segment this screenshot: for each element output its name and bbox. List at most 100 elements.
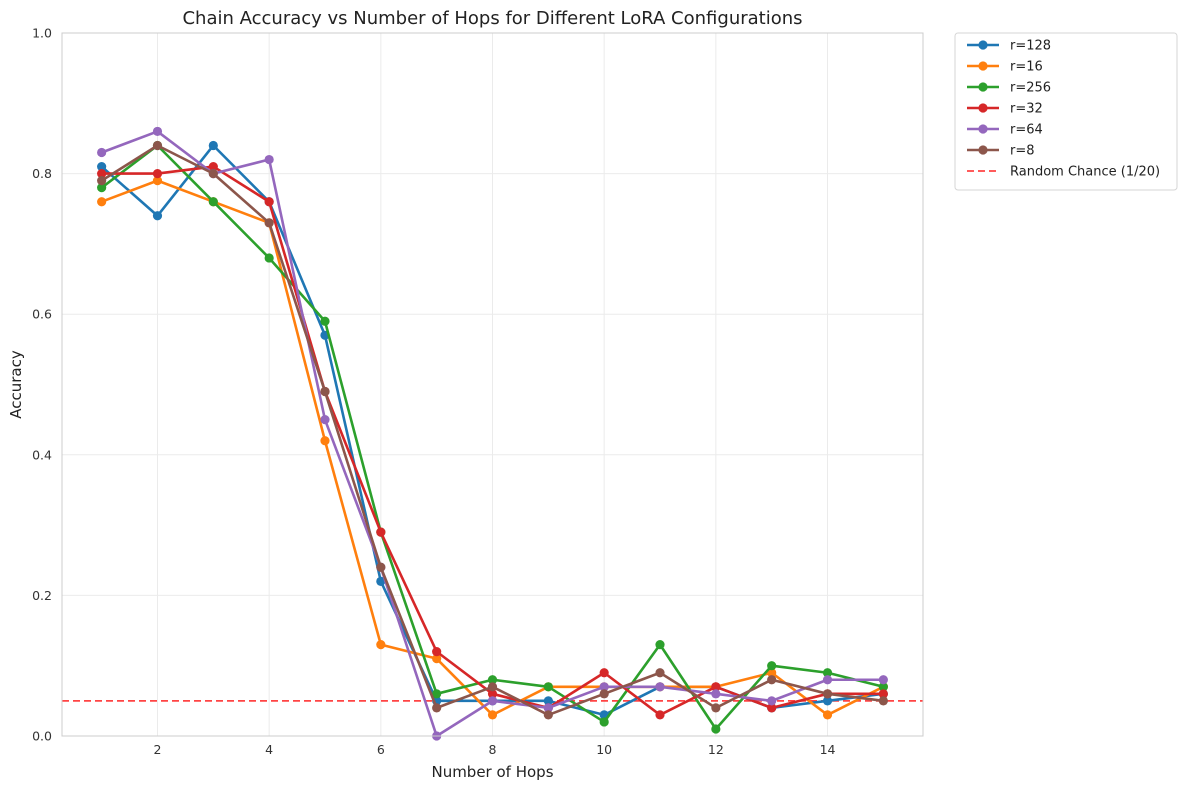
x-tick-label: 8 (489, 742, 497, 757)
data-point (320, 436, 330, 446)
data-point (264, 197, 274, 207)
x-tick-label: 14 (820, 742, 836, 757)
data-point (487, 696, 498, 706)
legend-item: r=64 (967, 123, 1043, 138)
data-point (97, 161, 107, 172)
legend-label: r=16 (1010, 60, 1043, 75)
data-point (320, 386, 330, 397)
series-layer (97, 126, 888, 741)
data-point (376, 527, 386, 537)
legend-label: r=8 (1010, 144, 1035, 159)
grid-layer (62, 32, 923, 737)
legend: r=128 r=16 r=256 r=32 r=64 r=8 Random Chance (… (954, 32, 1178, 191)
legend-swatch-marker (978, 61, 988, 71)
data-point (822, 710, 833, 720)
data-point (432, 703, 442, 713)
data-point (152, 140, 163, 151)
data-point (432, 689, 442, 699)
series-r-8 (97, 140, 888, 720)
data-point (208, 197, 218, 207)
legend-swatch-marker (978, 124, 988, 134)
data-point (822, 675, 833, 685)
data-point (767, 703, 777, 713)
data-point (599, 668, 609, 678)
data-point (152, 169, 163, 179)
x-tick-label: 10 (596, 742, 612, 757)
data-point (878, 689, 888, 699)
data-point (97, 183, 107, 193)
data-point (487, 710, 498, 720)
y-tick-label: 0.6 (32, 307, 52, 322)
data-point (711, 682, 721, 692)
data-point (152, 176, 163, 186)
data-point (878, 696, 888, 706)
data-point (543, 710, 553, 720)
data-point (711, 689, 721, 699)
plot-area-frame (61, 32, 924, 737)
data-point (208, 161, 218, 172)
x-axis-label: Number of Hops (431, 763, 553, 781)
data-point (376, 640, 386, 650)
data-point (487, 682, 498, 692)
legend-label: r=128 (1010, 39, 1051, 54)
data-point (767, 668, 777, 678)
y-tick-label: 1.0 (32, 26, 52, 41)
legend-swatch-marker (978, 145, 988, 155)
data-point (264, 253, 274, 263)
data-point (822, 696, 833, 706)
data-point (487, 689, 498, 699)
data-point (655, 640, 665, 650)
x-tick-label: 12 (708, 742, 724, 757)
data-point (432, 647, 442, 657)
x-tick-label: 4 (265, 742, 273, 757)
legend-label: r=64 (1010, 123, 1043, 138)
data-point (543, 682, 553, 692)
data-point (878, 675, 888, 685)
data-point (822, 668, 833, 678)
data-point (208, 169, 218, 179)
data-point (655, 710, 665, 720)
data-point (376, 562, 386, 572)
data-point (152, 126, 163, 137)
data-point (711, 724, 721, 734)
data-point (655, 682, 665, 692)
data-point (543, 696, 553, 706)
x-tick-label: 2 (154, 742, 162, 757)
legend-item: r=16 (967, 60, 1043, 75)
legend-item: r=256 (967, 81, 1051, 96)
data-point (264, 154, 274, 165)
data-point (599, 682, 609, 692)
legend-box (954, 32, 1178, 191)
data-point (487, 675, 498, 685)
data-point (97, 197, 107, 207)
data-point (767, 661, 777, 671)
legend-label: r=256 (1010, 81, 1051, 96)
data-point (97, 147, 107, 158)
data-point (264, 218, 274, 228)
tick-label-layer: 2 4 6 8 10 12 14 0.0 0.2 0.4 0.6 0.8 1.0 (32, 26, 835, 758)
x-tick-label: 6 (377, 742, 385, 757)
data-point (599, 717, 609, 727)
data-point (822, 689, 833, 699)
data-point (543, 703, 553, 713)
data-point (655, 668, 665, 678)
legend-item: r=32 (967, 102, 1043, 117)
y-tick-label: 0.8 (32, 166, 52, 181)
data-point (97, 176, 107, 186)
y-tick-label: 0.4 (32, 447, 52, 462)
legend-swatch-marker (978, 103, 988, 113)
data-point (432, 654, 442, 664)
data-point (152, 211, 163, 221)
legend-item-reference: Random Chance (1/20) (967, 165, 1160, 180)
legend-swatch-marker (978, 82, 988, 92)
chart-title: Chain Accuracy vs Number of Hops for Dif… (182, 8, 802, 29)
data-point (711, 703, 721, 713)
legend-item: r=8 (967, 144, 1035, 159)
legend-label: r=32 (1010, 102, 1043, 117)
data-point (599, 689, 609, 699)
legend-swatch-marker (978, 40, 988, 50)
data-point (767, 696, 777, 706)
legend-item: r=128 (967, 39, 1051, 54)
